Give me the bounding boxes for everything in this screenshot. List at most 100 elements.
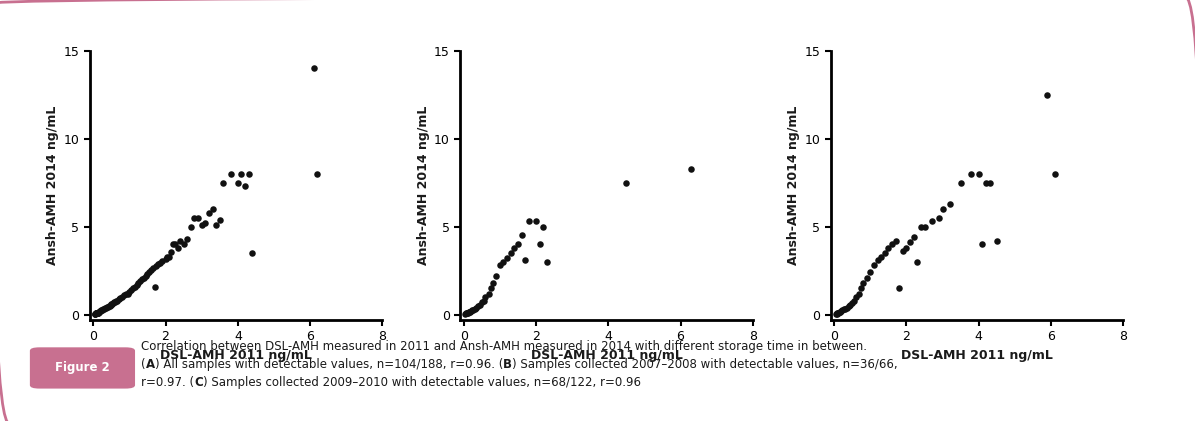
Point	[460, 308, 479, 315]
Point	[192, 221, 212, 228]
Point	[210, 216, 229, 223]
Point	[92, 307, 111, 314]
Point	[461, 308, 480, 314]
Point	[88, 309, 108, 316]
Point	[940, 200, 960, 207]
X-axis label: DSL-AMH 2011 ng/mL: DSL-AMH 2011 ng/mL	[531, 349, 682, 362]
Point	[102, 301, 121, 308]
Point	[127, 281, 146, 288]
Point	[104, 300, 123, 306]
Point	[905, 234, 924, 240]
Point	[141, 266, 160, 273]
Point	[617, 179, 636, 186]
Point	[682, 165, 701, 172]
Point	[93, 306, 112, 313]
Point	[864, 262, 883, 269]
Point	[501, 250, 520, 256]
Point	[102, 301, 121, 308]
Point	[827, 310, 846, 317]
Point	[122, 287, 141, 293]
Point	[828, 310, 847, 317]
Point	[464, 306, 483, 313]
Point	[147, 263, 166, 269]
Text: B: B	[503, 358, 513, 371]
Text: Correlation between DSL-AMH measured in 2011 and Ansh-AMH measured in 2014 with : Correlation between DSL-AMH measured in …	[141, 340, 868, 353]
Point	[97, 304, 116, 311]
Point	[875, 250, 894, 256]
Text: ) Samples collected 2009–2010 with detectable values, n=68/122, r=0.96: ) Samples collected 2009–2010 with detec…	[203, 376, 641, 389]
Point	[474, 297, 494, 304]
Point	[969, 171, 988, 177]
Point	[308, 171, 327, 177]
Point	[845, 297, 864, 304]
Point	[115, 292, 134, 298]
Point	[842, 300, 862, 306]
Point	[118, 290, 137, 297]
Point	[136, 272, 155, 279]
Point	[486, 272, 505, 279]
Y-axis label: Ansh-AMH 2014 ng/mL: Ansh-AMH 2014 ng/mL	[788, 106, 801, 265]
Point	[868, 257, 887, 264]
Point	[148, 261, 167, 268]
Point	[87, 309, 106, 316]
Point	[90, 308, 109, 315]
Point	[467, 304, 486, 311]
Point	[846, 294, 865, 301]
Point	[458, 309, 477, 316]
Point	[923, 218, 942, 225]
Point	[833, 307, 852, 314]
Point	[828, 309, 847, 316]
Point	[203, 205, 222, 212]
Point	[86, 310, 105, 317]
Point	[88, 309, 108, 316]
Point	[827, 310, 846, 317]
Point	[164, 241, 183, 248]
Point	[460, 309, 479, 315]
Point	[88, 309, 108, 316]
Point	[151, 259, 170, 266]
Point	[90, 308, 109, 315]
Point	[534, 223, 553, 230]
Point	[137, 271, 157, 277]
Point	[479, 290, 498, 297]
Point	[538, 258, 557, 265]
Point	[152, 258, 171, 264]
Point	[196, 220, 215, 226]
Point	[182, 223, 201, 230]
Point	[857, 274, 876, 281]
Point	[897, 244, 917, 251]
Point	[109, 296, 128, 303]
Point	[476, 294, 495, 301]
Point	[519, 218, 538, 225]
Point	[852, 285, 871, 292]
Point	[120, 288, 139, 295]
Point	[973, 241, 992, 248]
Point	[511, 232, 531, 239]
Point	[962, 171, 981, 177]
Point	[106, 298, 125, 304]
Point	[930, 214, 949, 221]
Point	[504, 244, 523, 251]
Point	[834, 306, 853, 313]
Point	[90, 308, 109, 314]
Point	[472, 299, 491, 306]
Point	[86, 310, 105, 317]
Point	[130, 278, 149, 285]
Point	[933, 205, 952, 212]
Point	[228, 179, 247, 186]
Point	[129, 280, 148, 286]
Point	[829, 309, 848, 316]
Point	[882, 241, 901, 248]
Point	[91, 307, 110, 314]
Point	[123, 285, 142, 292]
Point	[893, 248, 912, 255]
Point	[174, 241, 194, 248]
Point	[189, 214, 208, 221]
Point	[901, 239, 920, 246]
Point	[99, 303, 118, 309]
Point	[835, 305, 854, 312]
Point	[90, 309, 109, 316]
Point	[456, 310, 476, 317]
Point	[239, 171, 258, 177]
Point	[214, 179, 233, 186]
